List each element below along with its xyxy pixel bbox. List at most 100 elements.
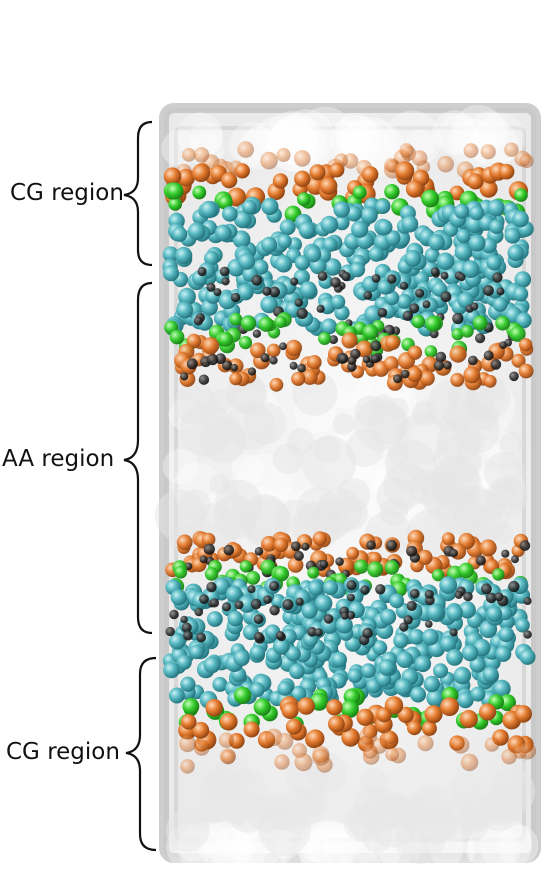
headgroup-bead	[452, 736, 470, 754]
glycerol-bead	[233, 686, 252, 705]
headgroup-bead	[177, 168, 195, 187]
water-molecule	[348, 811, 376, 838]
headgroup-bead	[397, 706, 414, 724]
tail-bead	[396, 293, 412, 309]
headgroup-bead	[176, 534, 193, 551]
tail-bead	[426, 689, 445, 707]
tail-bead	[163, 661, 180, 679]
carbon-atom	[269, 286, 280, 298]
water-molecule	[219, 827, 257, 864]
headgroup-bead	[424, 705, 443, 724]
tail-bead	[512, 210, 529, 228]
tail-bead	[423, 675, 440, 693]
tail-bead	[469, 205, 484, 221]
tail-bead	[487, 199, 505, 217]
headgroup-bead	[341, 332, 358, 349]
carbon-atom	[253, 631, 264, 642]
water-molecule	[227, 792, 269, 833]
tail-bead	[461, 260, 480, 279]
carbon-atom	[371, 274, 381, 283]
aa-brace	[123, 281, 153, 635]
water-molecule	[376, 791, 413, 828]
headgroup-bead	[312, 748, 330, 766]
water-molecule	[447, 382, 476, 411]
tail-bead	[446, 604, 464, 622]
tail-bead	[393, 632, 409, 649]
carbon-atom	[250, 598, 262, 610]
carbon-atom	[199, 555, 208, 564]
headgroup-bead	[180, 759, 195, 774]
carbon-atom	[470, 302, 479, 311]
carbon-atom	[486, 592, 497, 604]
carbon-atom	[291, 541, 301, 552]
water-molecule	[491, 522, 514, 545]
water-molecule	[245, 122, 285, 162]
glycerol-bead	[166, 182, 184, 200]
carbon-atom	[219, 266, 230, 277]
carbon-atom	[454, 590, 463, 599]
headgroup-bead	[504, 142, 519, 157]
carbon-atom	[490, 359, 502, 370]
tail-bead	[433, 663, 448, 679]
headgroup-bead	[202, 337, 220, 355]
headgroup-bead	[383, 730, 397, 745]
glycerol-bead	[218, 195, 233, 210]
tail-bead	[410, 686, 427, 703]
cg-bottom-brace	[125, 656, 157, 852]
carbon-atom	[406, 545, 418, 557]
tail-bead	[188, 222, 206, 240]
carbon-atom	[316, 304, 325, 313]
tail-bead	[323, 258, 342, 276]
water-molecule	[332, 413, 355, 435]
water-molecule	[477, 788, 521, 832]
tail-bead	[321, 318, 337, 335]
glycerol-bead	[362, 324, 379, 340]
glycerol-bead	[192, 185, 207, 200]
carbon-atom	[338, 353, 349, 364]
water-molecule	[450, 773, 482, 805]
glycerol-bead	[239, 560, 253, 573]
carbon-atom	[223, 544, 235, 556]
carbon-atom	[475, 333, 486, 344]
tail-bead	[168, 687, 185, 704]
carbon-atom	[282, 599, 294, 610]
water-molecule	[244, 402, 287, 445]
tail-bead	[426, 603, 445, 621]
tail-bead	[469, 656, 486, 673]
tail-bead	[189, 644, 204, 660]
tail-bead	[446, 649, 463, 666]
water-molecule	[209, 827, 254, 872]
headgroup-bead	[285, 339, 302, 357]
glycerol-bead	[168, 197, 182, 211]
tail-bead	[364, 305, 382, 324]
tail-bead	[298, 221, 316, 239]
carbon-atom	[386, 539, 398, 552]
headgroup-bead	[405, 180, 424, 198]
water-molecule	[231, 454, 264, 487]
lower-leaflet-pair	[162, 529, 537, 774]
water-molecule	[479, 818, 533, 872]
carbon-atom	[523, 630, 532, 639]
carbon-atom	[213, 288, 222, 297]
headgroup-bead	[518, 742, 537, 760]
carbon-atom	[293, 550, 304, 561]
headgroup-bead	[193, 147, 210, 163]
headgroup-bead	[260, 151, 278, 170]
tail-bead	[360, 206, 378, 224]
carbon-atom	[319, 560, 329, 569]
tail-bead	[238, 595, 256, 613]
headgroup-bead	[182, 148, 196, 162]
water-molecule	[200, 821, 251, 871]
headgroup-bead	[361, 166, 379, 183]
headgroup-bead	[294, 753, 313, 772]
carbon-atom	[340, 611, 349, 620]
tail-bead	[436, 252, 455, 271]
carbon-atom	[483, 350, 494, 361]
tail-bead	[377, 219, 393, 235]
headgroup-bead	[449, 345, 467, 363]
carbon-atom	[262, 286, 272, 296]
carbon-atom	[297, 363, 306, 373]
tail-bead	[377, 280, 393, 295]
headgroup-bead	[274, 754, 290, 770]
carbon-atom	[492, 272, 503, 283]
